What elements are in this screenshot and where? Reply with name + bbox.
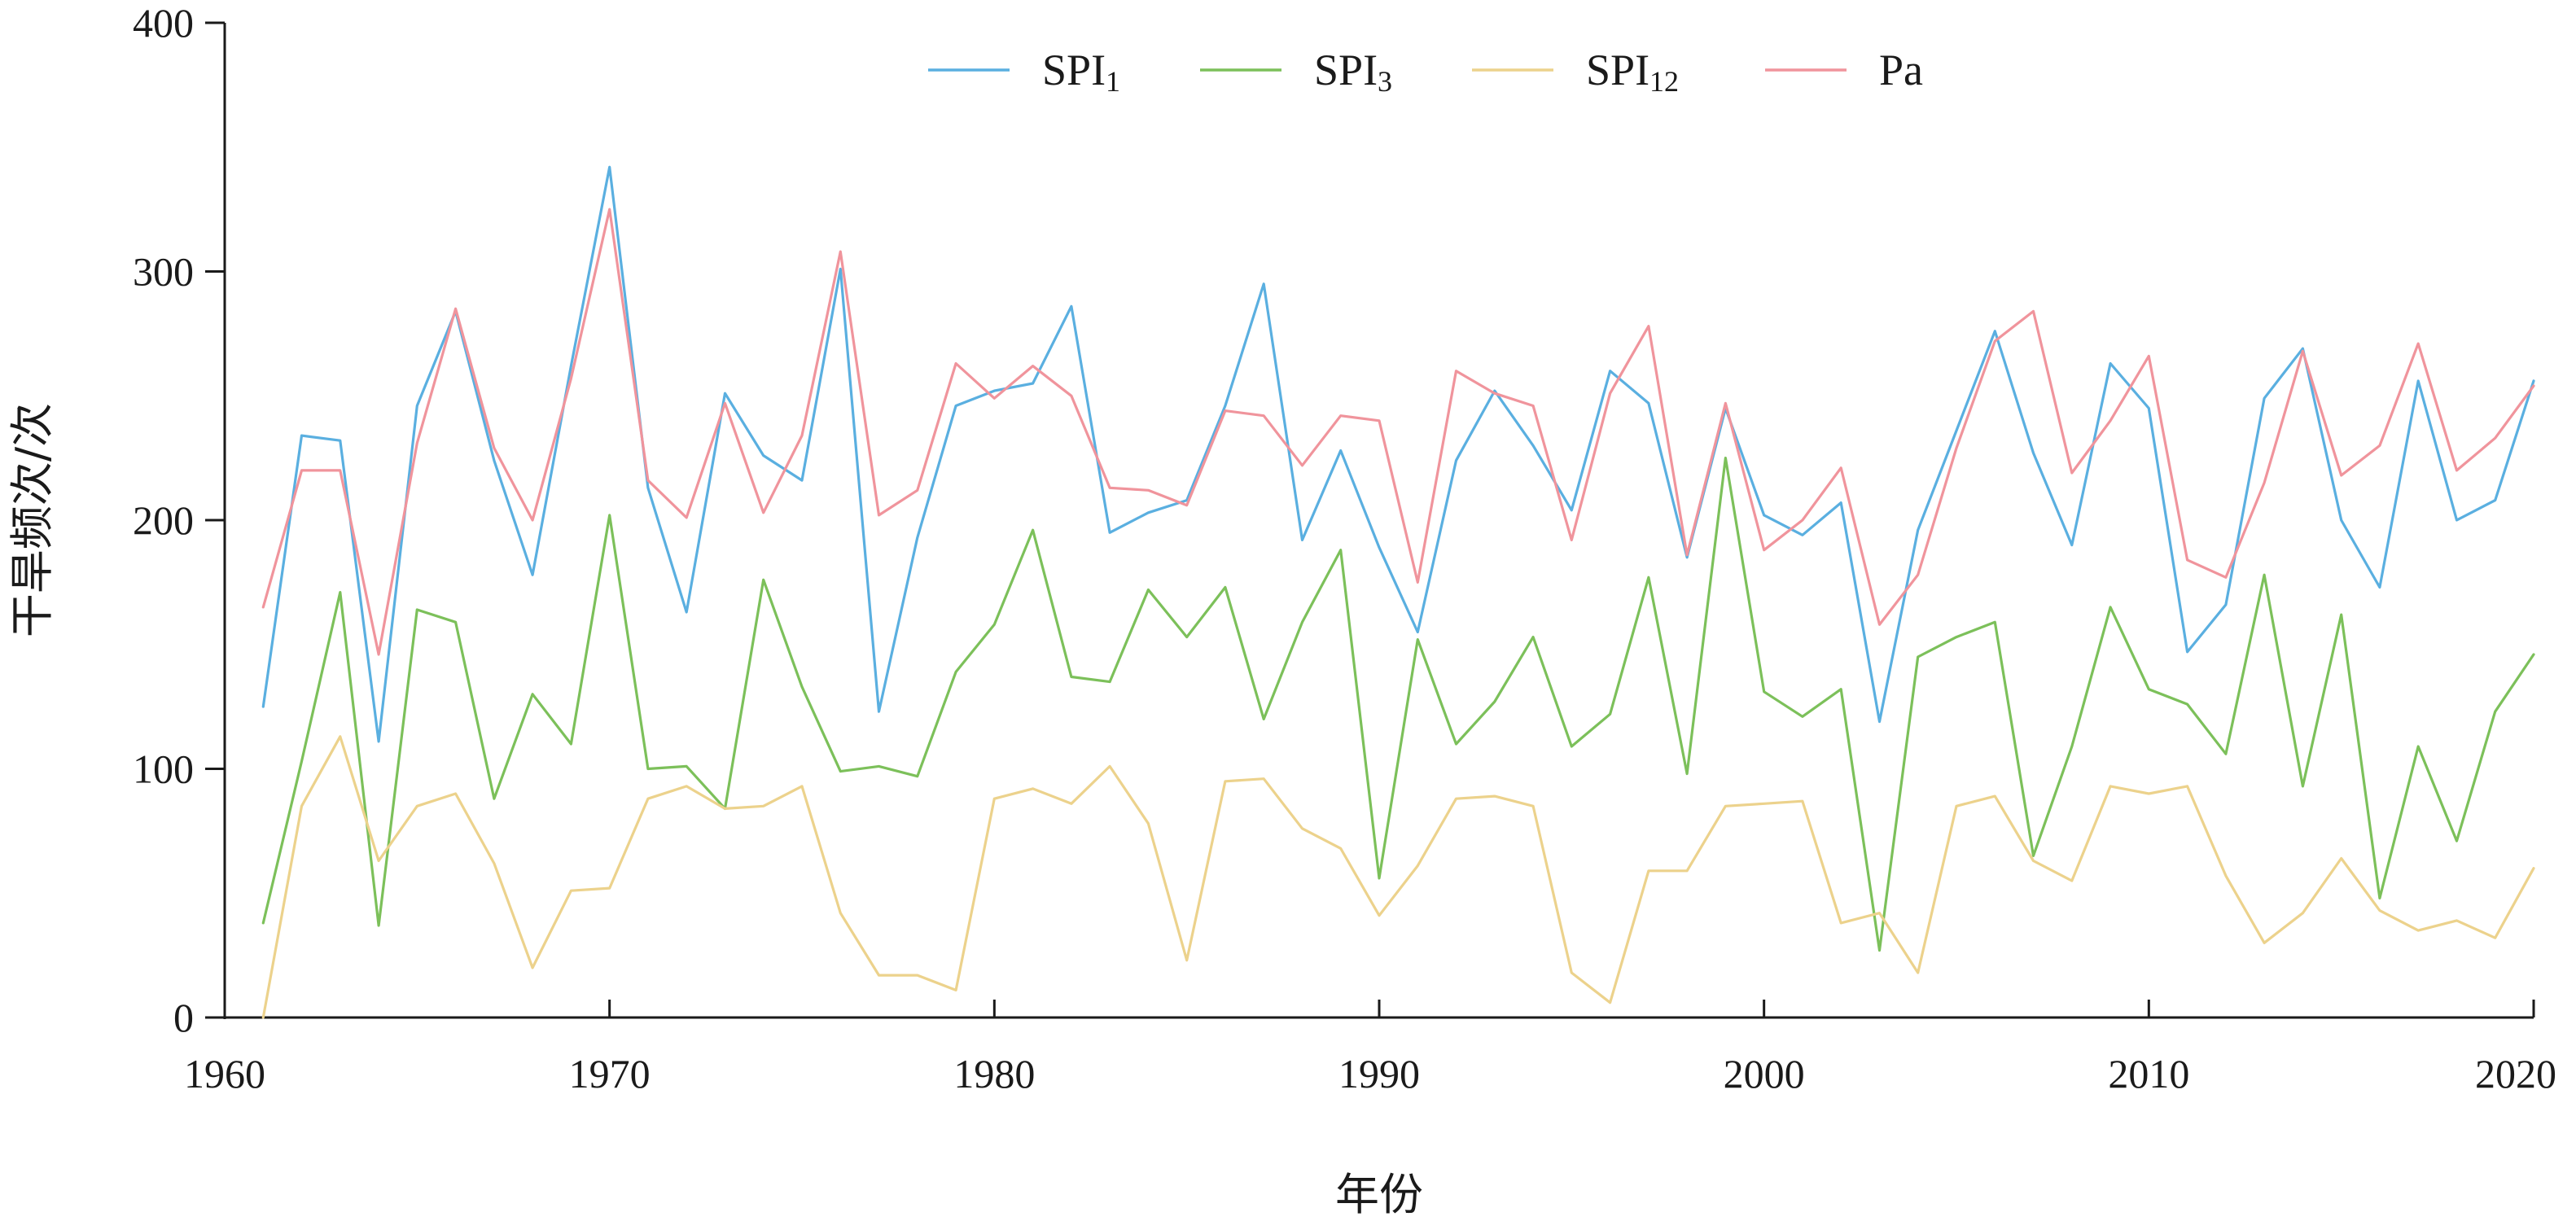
x-tick-label: 2000 bbox=[1724, 1051, 1805, 1096]
x-ticks: 1960 1970 1980 1990 2000 2010 2020 bbox=[184, 1000, 2556, 1096]
legend-label-spi12: SPI12 bbox=[1586, 46, 1679, 98]
legend-label-spi3: SPI3 bbox=[1314, 46, 1392, 98]
series-line-pa bbox=[261, 208, 2535, 656]
series-line-spi12 bbox=[261, 735, 2535, 1019]
axes: 0 100 200 300 400 1960 1970 1980 1990 2000 2010 20… bbox=[133, 0, 2556, 1096]
x-tick-label: 2010 bbox=[2108, 1051, 2189, 1096]
x-tick-label: 2020 bbox=[2475, 1051, 2556, 1096]
y-tick-label: 100 bbox=[133, 746, 194, 792]
y-tick-label: 300 bbox=[133, 249, 194, 295]
x-tick-label: 1980 bbox=[953, 1051, 1035, 1096]
x-axis-title: 年份 bbox=[1335, 1169, 1423, 1220]
x-tick-label: 1960 bbox=[184, 1051, 265, 1096]
series-line-spi3 bbox=[261, 456, 2535, 952]
x-tick-label: 1970 bbox=[569, 1051, 651, 1096]
legend-label-spi1: SPI1 bbox=[1042, 46, 1120, 98]
x-tick-label: 1990 bbox=[1338, 1051, 1420, 1096]
series-lines bbox=[261, 165, 2535, 1019]
y-tick-label: 0 bbox=[173, 995, 194, 1040]
y-tick-label: 200 bbox=[133, 497, 194, 543]
legend: SPI1 SPI3 SPI12 Pa bbox=[928, 46, 1923, 98]
series-line-spi1 bbox=[261, 165, 2535, 743]
legend-label-pa: Pa bbox=[1879, 46, 1923, 94]
y-tick-label: 400 bbox=[133, 0, 194, 46]
y-ticks: 0 100 200 300 400 bbox=[133, 0, 225, 1040]
y-axis-title: 干旱频次/次 bbox=[7, 403, 58, 637]
